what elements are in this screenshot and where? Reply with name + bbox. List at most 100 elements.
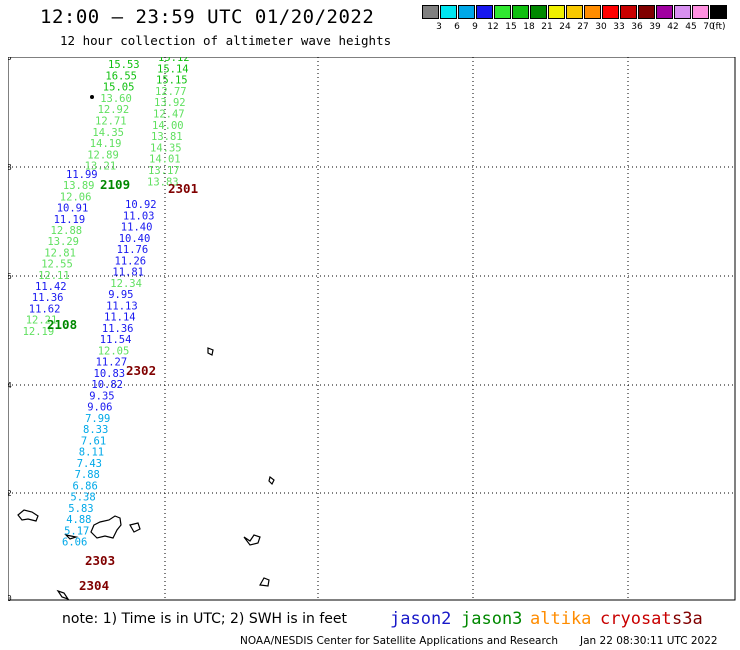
island-outline: [90, 515, 122, 539]
wave-height-value: 14.35: [150, 142, 182, 154]
wave-height-value: 13.60: [100, 93, 132, 105]
wave-height-value: 8.33: [83, 424, 108, 436]
wave-height-value: 9.35: [89, 390, 114, 402]
legend-label: 42: [667, 22, 679, 32]
lat-label: 12: [8, 489, 12, 498]
wave-height-value: 12.71: [95, 116, 127, 128]
legend-label: 70: [703, 22, 715, 32]
wave-height-value: 11.19: [54, 214, 86, 226]
legend-swatch: [458, 5, 475, 19]
wave-height-value: 14.19: [90, 138, 122, 150]
page-subtitle: 12 hour collection of altimeter wave hei…: [60, 33, 392, 48]
lat-label: 18: [8, 163, 12, 172]
island-outline: [129, 522, 141, 533]
wave-height-value: 11.13: [106, 300, 138, 312]
legend-swatch: [494, 5, 511, 19]
track-label: 2304: [79, 578, 109, 593]
wave-height-value: 9.06: [87, 402, 112, 414]
legend-label: 21: [541, 22, 553, 32]
wave-height-value: 12.89: [87, 149, 119, 161]
wave-height-value: 11.03: [123, 210, 155, 222]
legend-label: 6: [454, 22, 460, 32]
wave-height-value: 12.88: [51, 225, 83, 237]
wave-height-value: 8.11: [79, 447, 104, 459]
wave-height-value: 12.21: [26, 315, 58, 327]
lat-label: 16: [8, 272, 12, 281]
legend-swatch: [512, 5, 529, 19]
track-label: 2109: [100, 177, 130, 192]
legend-swatch: [422, 5, 439, 19]
wave-height-value: 12.05: [98, 345, 130, 357]
wave-height-value: 13.81: [151, 131, 183, 143]
island-outline: [56, 589, 70, 601]
track-label: 2302: [126, 363, 156, 378]
track-label: 2303: [85, 553, 115, 568]
wave-height-value: 13.92: [154, 97, 186, 109]
legend-swatch: [602, 5, 619, 19]
point-marker: [90, 95, 94, 99]
map-frame: [7, 56, 736, 601]
track-label: 2108: [47, 317, 77, 332]
wave-height-value: 11.81: [112, 267, 144, 279]
legend-swatch: [530, 5, 547, 19]
legend-swatch: [710, 5, 727, 19]
lat-label: 14: [8, 381, 12, 390]
wave-height-value: 15.53: [108, 59, 140, 71]
legend-label: 9: [472, 22, 478, 32]
wave-height-value: 10.83: [94, 368, 126, 380]
wave-height-value: 11.36: [32, 292, 64, 304]
wave-height-value: 11.40: [121, 222, 153, 234]
island-outline: [243, 534, 261, 546]
land-outlines: [17, 347, 275, 601]
lat-label: 10: [8, 594, 12, 601]
legend-label: 12: [487, 22, 499, 32]
wave-height-value: 11.54: [100, 334, 132, 346]
satellite-name: altika: [530, 609, 592, 629]
legend-swatch: [548, 5, 565, 19]
wave-height-value: 11.26: [115, 255, 147, 267]
footer-timestamp: Jan 22 08:30:11 UTC 2022: [580, 635, 718, 647]
wave-height-value: 16.55: [105, 70, 137, 82]
footer-credit: NOAA/NESDIS Center for Satellite Applica…: [240, 635, 558, 647]
legend-label: 15: [505, 22, 517, 32]
wave-height-value: 5.38: [70, 492, 95, 504]
legend-label: 24: [559, 22, 571, 32]
wave-height-value: 5.17: [64, 525, 89, 537]
legend-swatch: [674, 5, 691, 19]
wave-height-value: 12.34: [110, 278, 142, 290]
wave-height-value: 7.99: [85, 413, 110, 425]
satellite-name: jason3: [461, 609, 523, 629]
wave-height-value: 13.83: [147, 176, 179, 188]
satellite-name: jason2: [390, 609, 452, 629]
wave-height-value: 11.36: [102, 323, 134, 335]
wave-height-value: 15.05: [103, 82, 135, 94]
wave-height-value: 11.42: [35, 281, 67, 293]
wave-height-value: 13.29: [47, 236, 79, 248]
wave-height-value: 6.06: [62, 537, 87, 549]
legend-swatch: [638, 5, 655, 19]
island-outline: [207, 347, 214, 356]
wave-height-value: 12.06: [60, 191, 92, 203]
legend-label: 18: [523, 22, 535, 32]
wave-height-value: 10.91: [57, 203, 89, 215]
wave-height-value: 15.14: [157, 63, 189, 75]
wave-height-value: 12.55: [41, 259, 73, 271]
page-title: 12:00 – 23:59 UTC 01/20/2022: [40, 6, 375, 28]
satellite-name: cryosat: [600, 609, 672, 629]
wave-height-value: 13.21: [85, 161, 117, 173]
legend-swatch: [566, 5, 583, 19]
legend-units: (ft): [712, 22, 726, 32]
legend-swatch: [584, 5, 601, 19]
wave-height-value: 7.88: [75, 469, 100, 481]
legend-label: 33: [613, 22, 625, 32]
wave-height-value: 10.92: [125, 199, 157, 211]
map-svg: 15.5316.5515.0513.6012.9212.7114.3514.19…: [1, 52, 736, 611]
wave-height-value: 14.01: [149, 154, 181, 166]
legend-label: 39: [649, 22, 661, 32]
legend-swatch: [620, 5, 637, 19]
legend-swatch: [656, 5, 673, 19]
wave-height-value: 13.89: [63, 180, 95, 192]
legend-swatch: [440, 5, 457, 19]
track-label: 2301: [168, 181, 198, 196]
wave-height-value: 12.11: [38, 270, 70, 282]
